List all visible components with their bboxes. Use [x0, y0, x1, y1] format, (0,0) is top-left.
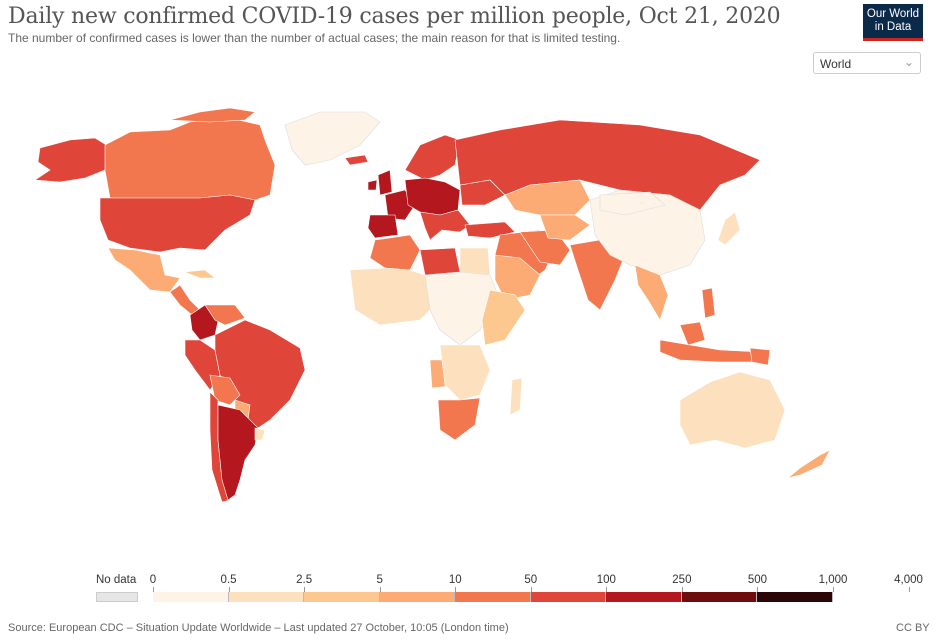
country-central-america[interactable] [169, 284, 201, 316]
legend-tick [455, 587, 457, 592]
country-papua-new-guinea[interactable] [749, 347, 771, 366]
country-southern-africa[interactable] [439, 344, 491, 401]
country-central-africa[interactable] [424, 271, 501, 346]
country-north-africa[interactable] [369, 234, 421, 271]
chart-title: Daily new confirmed COVID-19 cases per m… [8, 4, 781, 29]
legend-tick-label: 100 [596, 574, 616, 586]
country-central-europe[interactable] [404, 177, 461, 216]
legend-no-data-swatch[interactable] [96, 592, 138, 602]
legend-tick [908, 587, 910, 592]
country-japan[interactable] [717, 211, 741, 246]
legend-tick-label: 4,000 [894, 574, 923, 586]
country-mexico[interactable] [107, 247, 181, 293]
country-philippines[interactable] [701, 287, 716, 319]
legend-tick [228, 587, 230, 592]
country-madagascar[interactable] [509, 377, 523, 416]
legend-tick-label: 10 [448, 574, 462, 586]
country-canada-islands[interactable] [169, 107, 256, 123]
legend-tick [530, 587, 532, 592]
country-indonesia[interactable] [659, 339, 766, 363]
legend-tick-label: 0 [149, 574, 157, 586]
legend-tick-label: 1,000 [818, 574, 848, 586]
license-link[interactable]: CC BY [896, 622, 930, 634]
legend-bin[interactable] [153, 592, 229, 602]
country-kazakhstan[interactable] [504, 179, 591, 216]
country-spain[interactable] [367, 214, 399, 239]
legend-bin[interactable] [530, 592, 607, 602]
country-usa[interactable] [99, 194, 256, 253]
legend-no-data-label: No data [96, 574, 137, 586]
legend-bin[interactable] [757, 592, 833, 602]
country-italy-balkans[interactable] [419, 209, 471, 241]
country-uruguay[interactable] [254, 427, 266, 441]
legend-bin[interactable] [304, 592, 380, 602]
country-iceland[interactable] [344, 154, 369, 166]
country-argentina[interactable] [217, 404, 259, 501]
legend-tick [379, 587, 381, 592]
country-australia[interactable] [679, 371, 786, 449]
legend-tick [606, 587, 608, 592]
country-uk[interactable] [377, 169, 393, 196]
legend-bin[interactable] [228, 592, 305, 602]
country-cuba[interactable] [184, 269, 216, 279]
chart-subtitle: The number of confirmed cases is lower t… [8, 31, 621, 45]
legend-bin[interactable] [606, 592, 682, 602]
country-east-africa[interactable] [481, 289, 526, 346]
country-borneo[interactable] [679, 321, 706, 346]
legend-bin[interactable] [379, 592, 456, 602]
country-greenland[interactable] [284, 111, 381, 166]
country-alaska[interactable] [34, 137, 109, 183]
legend-tick [681, 587, 683, 592]
country-south-africa[interactable] [437, 397, 481, 441]
country-new-zealand[interactable] [787, 449, 831, 479]
legend-tick-label: 5 [376, 574, 383, 586]
country-libya[interactable] [419, 247, 461, 276]
chevron-down-icon: ⌄ [903, 55, 914, 69]
legend-tick-label: 2.5 [296, 574, 313, 586]
world-map[interactable] [0, 80, 935, 550]
legend-tick-label: 50 [524, 574, 538, 586]
country-egypt[interactable] [459, 247, 491, 276]
country-venezuela[interactable] [204, 304, 246, 326]
legend-tick [757, 587, 759, 592]
legend-bin[interactable] [681, 592, 758, 602]
country-central-asia[interactable] [539, 214, 591, 241]
legend-tick [304, 587, 306, 592]
logo-line1: Our World [866, 8, 920, 20]
legend-bin[interactable] [455, 592, 531, 602]
country-saudi-arabia[interactable] [494, 254, 541, 301]
country-canada[interactable] [104, 117, 276, 201]
owid-logo[interactable]: Our World in Data [863, 4, 923, 41]
legend-tick-label: 500 [747, 574, 768, 586]
country-southeast-asia[interactable] [634, 264, 669, 321]
legend-tick [153, 587, 154, 592]
country-ireland[interactable] [367, 179, 378, 191]
legend-tick-label: 0.5 [220, 574, 237, 586]
color-legend: No data 0 0.5 2.5 5 10 50 100 250 500 1,000 4,000 [0, 570, 935, 610]
source-note: Source: European CDC – Situation Update … [8, 622, 509, 634]
legend-tick-label: 250 [672, 574, 692, 586]
legend-tick [833, 587, 834, 592]
region-selector-value: World [820, 57, 852, 71]
country-norway-sweden-finland[interactable] [404, 134, 461, 181]
region-selector[interactable]: World ⌄ [813, 52, 921, 74]
logo-line2: in Data [874, 21, 912, 33]
country-mongolia[interactable] [599, 191, 666, 216]
